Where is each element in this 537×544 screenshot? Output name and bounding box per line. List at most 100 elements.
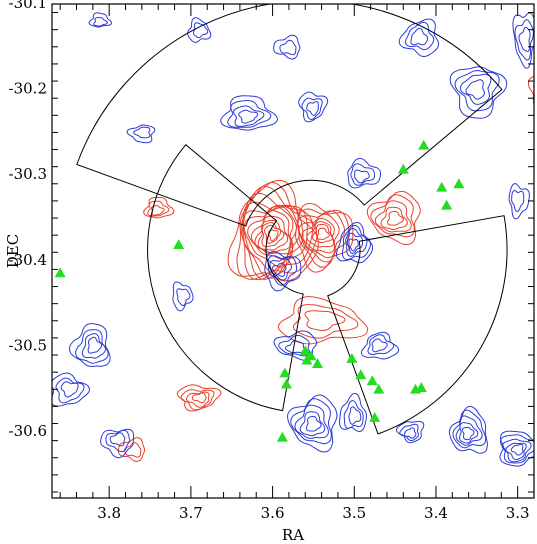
blue-contour-level — [410, 27, 429, 46]
blue-contour-level — [511, 189, 525, 213]
triangle-marker — [453, 178, 465, 189]
blue-contour-level — [505, 442, 527, 460]
blue-contour-group — [339, 393, 367, 433]
blue-contour-group — [52, 372, 90, 407]
red-contour-group — [366, 190, 421, 245]
red-contour-group — [277, 296, 369, 345]
blue-contour-level — [306, 101, 319, 116]
blue-contour-level — [290, 398, 332, 445]
blue-contour-group — [449, 66, 508, 119]
blue-contour-group — [69, 323, 111, 367]
red-contour-level — [185, 391, 210, 408]
red-contour-level — [306, 221, 335, 248]
blue-contour-level — [350, 163, 376, 186]
blue-contour-level — [305, 415, 322, 432]
blue-contour-level — [449, 66, 508, 119]
blue-contour-level — [267, 255, 298, 286]
blue-contour-level — [126, 124, 156, 144]
blue-contour-level — [271, 262, 287, 277]
blue-contour-level — [465, 79, 485, 100]
red-contour-level — [254, 215, 292, 254]
red-contour-level — [117, 437, 146, 463]
x-tick-label: 3.6 — [261, 504, 285, 522]
red-contour-group — [295, 203, 354, 273]
blue-contour-level — [60, 381, 79, 398]
x-tick-label: 3.4 — [424, 504, 448, 522]
red-contour-level — [316, 227, 330, 240]
blue-contour-level — [172, 281, 194, 312]
triangle-marker — [397, 163, 409, 174]
triangle-marker — [173, 239, 185, 249]
blue-contour-level — [399, 423, 419, 442]
blue-contour-group — [100, 428, 135, 459]
blue-contour-level — [452, 409, 487, 449]
blue-contour-level — [88, 12, 113, 28]
triangle-marker — [312, 358, 324, 368]
red-contour-level — [387, 210, 404, 226]
triangle-marker — [369, 412, 381, 422]
blue-contour-level — [227, 99, 272, 128]
x-tick-label: 3.8 — [97, 504, 121, 522]
triangle-marker — [366, 375, 378, 386]
blue-contour-level — [510, 443, 524, 456]
y-tick-label: -30.3 — [9, 165, 47, 183]
blue-contour-level — [192, 22, 209, 39]
axes-layer: 3.8 3.7 3.6 3.5 3.4 3.3 -30.1 -30.2 -30.3 -30.4 -3… — [9, 0, 535, 522]
triangle-marker — [373, 383, 385, 394]
red-contour-level — [261, 221, 285, 248]
blue-contour-level — [405, 21, 435, 51]
red-contour-level — [263, 224, 282, 244]
red-contour-group — [117, 437, 146, 463]
blue-contour-level — [347, 158, 382, 189]
triangle-marker — [355, 369, 367, 380]
blue-contour-group — [508, 183, 530, 220]
blue-contour-level — [132, 126, 151, 139]
blue-contour-level — [55, 377, 85, 404]
red-contour-level — [143, 196, 175, 219]
blue-contour-level — [346, 232, 364, 254]
blue-contour-level — [93, 17, 108, 27]
red-contour-level — [301, 217, 336, 254]
triangle-marker-layer — [54, 139, 465, 442]
blue-contour-level — [100, 428, 135, 459]
blue-contour-level — [233, 105, 265, 127]
blue-contour-level — [461, 426, 475, 441]
blue-contour-level — [448, 405, 488, 454]
blue-contour-level — [109, 432, 126, 447]
red-contour-level — [257, 219, 289, 251]
blue-contour-level — [354, 169, 370, 184]
blue-contour-group — [347, 158, 382, 189]
blue-contour-group — [172, 281, 194, 312]
red-contour-level — [242, 201, 304, 279]
blue-contour-group — [126, 124, 156, 144]
blue-contour-level — [238, 109, 259, 124]
y-tick-label: -30.6 — [9, 422, 47, 440]
blue-contour-level — [458, 422, 479, 444]
red-contour-level — [147, 200, 170, 217]
triangle-marker — [436, 181, 448, 192]
blue-contour-level — [299, 411, 326, 437]
blue-contour-level — [87, 336, 103, 354]
red-contour-level — [242, 205, 300, 275]
blue-contour-group — [287, 394, 338, 453]
wedge-region — [76, 4, 503, 227]
red-contour-level — [304, 310, 346, 331]
blue-contour-level — [499, 434, 534, 464]
blue-contour-group — [88, 12, 113, 28]
triangle-marker — [301, 354, 313, 365]
blue-contour-level — [459, 73, 492, 105]
blue-contour-level — [341, 224, 372, 261]
red-contour-level — [247, 206, 294, 261]
x-axis-title: RA — [282, 526, 304, 544]
wedge-region-layer — [76, 4, 508, 435]
blue-contour-level — [339, 393, 367, 433]
blue-contour-level — [343, 400, 364, 429]
triangle-marker — [415, 382, 427, 392]
blue-contour-level — [518, 26, 531, 52]
blue-contour-group — [395, 420, 425, 444]
blue-contour-level — [284, 340, 307, 354]
red-contour-level — [370, 194, 415, 238]
blue-contour-level — [514, 19, 534, 61]
blue-contour-level — [499, 430, 534, 467]
blue-contour-level — [278, 334, 310, 357]
